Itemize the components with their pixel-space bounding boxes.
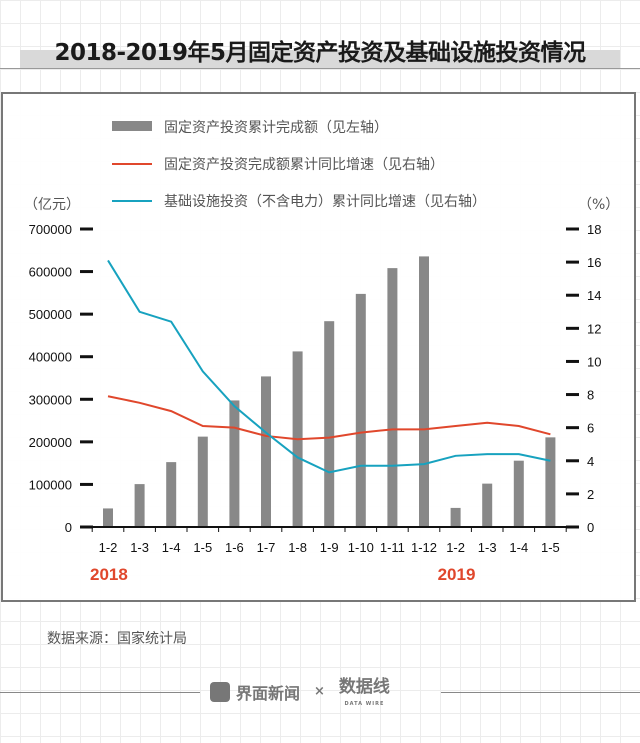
bar (103, 508, 113, 527)
right-tick-label: 16 (587, 255, 601, 270)
left-tick-label: 0 (65, 520, 72, 535)
x-tick-label: 1-6 (225, 540, 244, 555)
year-label: 2019 (438, 565, 476, 584)
times-sign: × (314, 684, 325, 699)
infrastructure-growth-line (107, 259, 551, 474)
bar (482, 483, 493, 527)
legend-label-blue: 基础设施投资（不含电力）累计同比增速（见右轴） (164, 193, 486, 210)
left-tick-label: 200000 (29, 435, 72, 450)
left-tick-label: 300000 (29, 392, 72, 407)
x-tick-label: 1-2 (446, 540, 465, 555)
bar (450, 507, 461, 527)
x-tick-label: 1-8 (288, 540, 307, 555)
partner-sub: DATA WIRE (344, 701, 385, 707)
partner-name: 数据线 (338, 677, 390, 697)
right-tick-label: 18 (587, 222, 601, 237)
footer-brand: 界面新闻 × 数据线 DATA WIRE (210, 675, 390, 708)
left-tick-label: 700000 (29, 222, 72, 237)
bar (545, 437, 556, 527)
x-tick-label: 1-12 (411, 540, 437, 555)
right-tick-label: 0 (587, 520, 594, 535)
page-title: 2018-2019年5月固定资产投资及基础设施投资情况 (54, 40, 586, 66)
data-source: 数据来源：国家统计局 (47, 631, 187, 647)
x-tick-label: 1-3 (130, 540, 149, 555)
x-tick-label: 1-9 (320, 540, 339, 555)
left-tick-label: 500000 (29, 307, 72, 322)
left-tick-label: 600000 (29, 265, 72, 280)
bar (261, 376, 271, 527)
x-tick-label: 1-4 (162, 540, 181, 555)
right-tick-label: 6 (587, 421, 594, 436)
bar (324, 321, 335, 527)
bar (355, 293, 366, 527)
bar (134, 484, 145, 527)
legend-label-bar: 固定资产投资累计完成额（见左轴） (164, 120, 388, 136)
bar (166, 462, 177, 527)
x-tick-label: 1-11 (380, 540, 405, 555)
right-tick-label: 12 (587, 321, 601, 336)
right-axis-unit: （%） (578, 197, 619, 213)
x-tick-label: 1-7 (257, 540, 276, 555)
legend-bar-swatch (112, 121, 152, 131)
x-tick-label: 1-10 (348, 540, 374, 555)
bar (387, 268, 398, 527)
right-tick-label: 14 (587, 288, 601, 303)
footer-divider-right (441, 692, 640, 693)
left-tick-label: 100000 (29, 477, 72, 492)
x-tick-label: 1-2 (99, 540, 118, 555)
x-tick-label: 1-3 (478, 540, 497, 555)
right-tick-label: 8 (587, 388, 594, 403)
left-axis-unit: （亿元） (24, 197, 80, 213)
x-tick-label: 1-5 (541, 540, 560, 555)
brand-name: 界面新闻 (236, 683, 301, 703)
bar (419, 256, 429, 527)
x-tick-label: 1-4 (509, 540, 528, 555)
legend-label-red: 固定资产投资完成额累计同比增速（见右轴） (164, 157, 444, 173)
chart: 固定资产投资累计完成额（见左轴） 固定资产投资完成额累计同比增速（见右轴） 基础设施… (24, 120, 619, 584)
jiemian-logo-icon (210, 681, 230, 702)
bar (513, 460, 524, 527)
year-label: 2018 (90, 565, 128, 584)
title-highlight (20, 50, 620, 68)
datawire-logo: 数据线 DATA WIRE (339, 675, 390, 708)
footer-divider-left (0, 692, 200, 693)
right-tick-label: 4 (587, 454, 594, 469)
bar (197, 436, 208, 527)
bar (229, 400, 240, 527)
fixed-asset-growth-line (107, 395, 551, 441)
left-tick-label: 400000 (29, 350, 72, 365)
right-tick-label: 10 (587, 354, 601, 369)
right-tick-label: 2 (587, 487, 594, 502)
title-underline (0, 68, 640, 69)
x-tick-label: 1-5 (193, 540, 212, 555)
